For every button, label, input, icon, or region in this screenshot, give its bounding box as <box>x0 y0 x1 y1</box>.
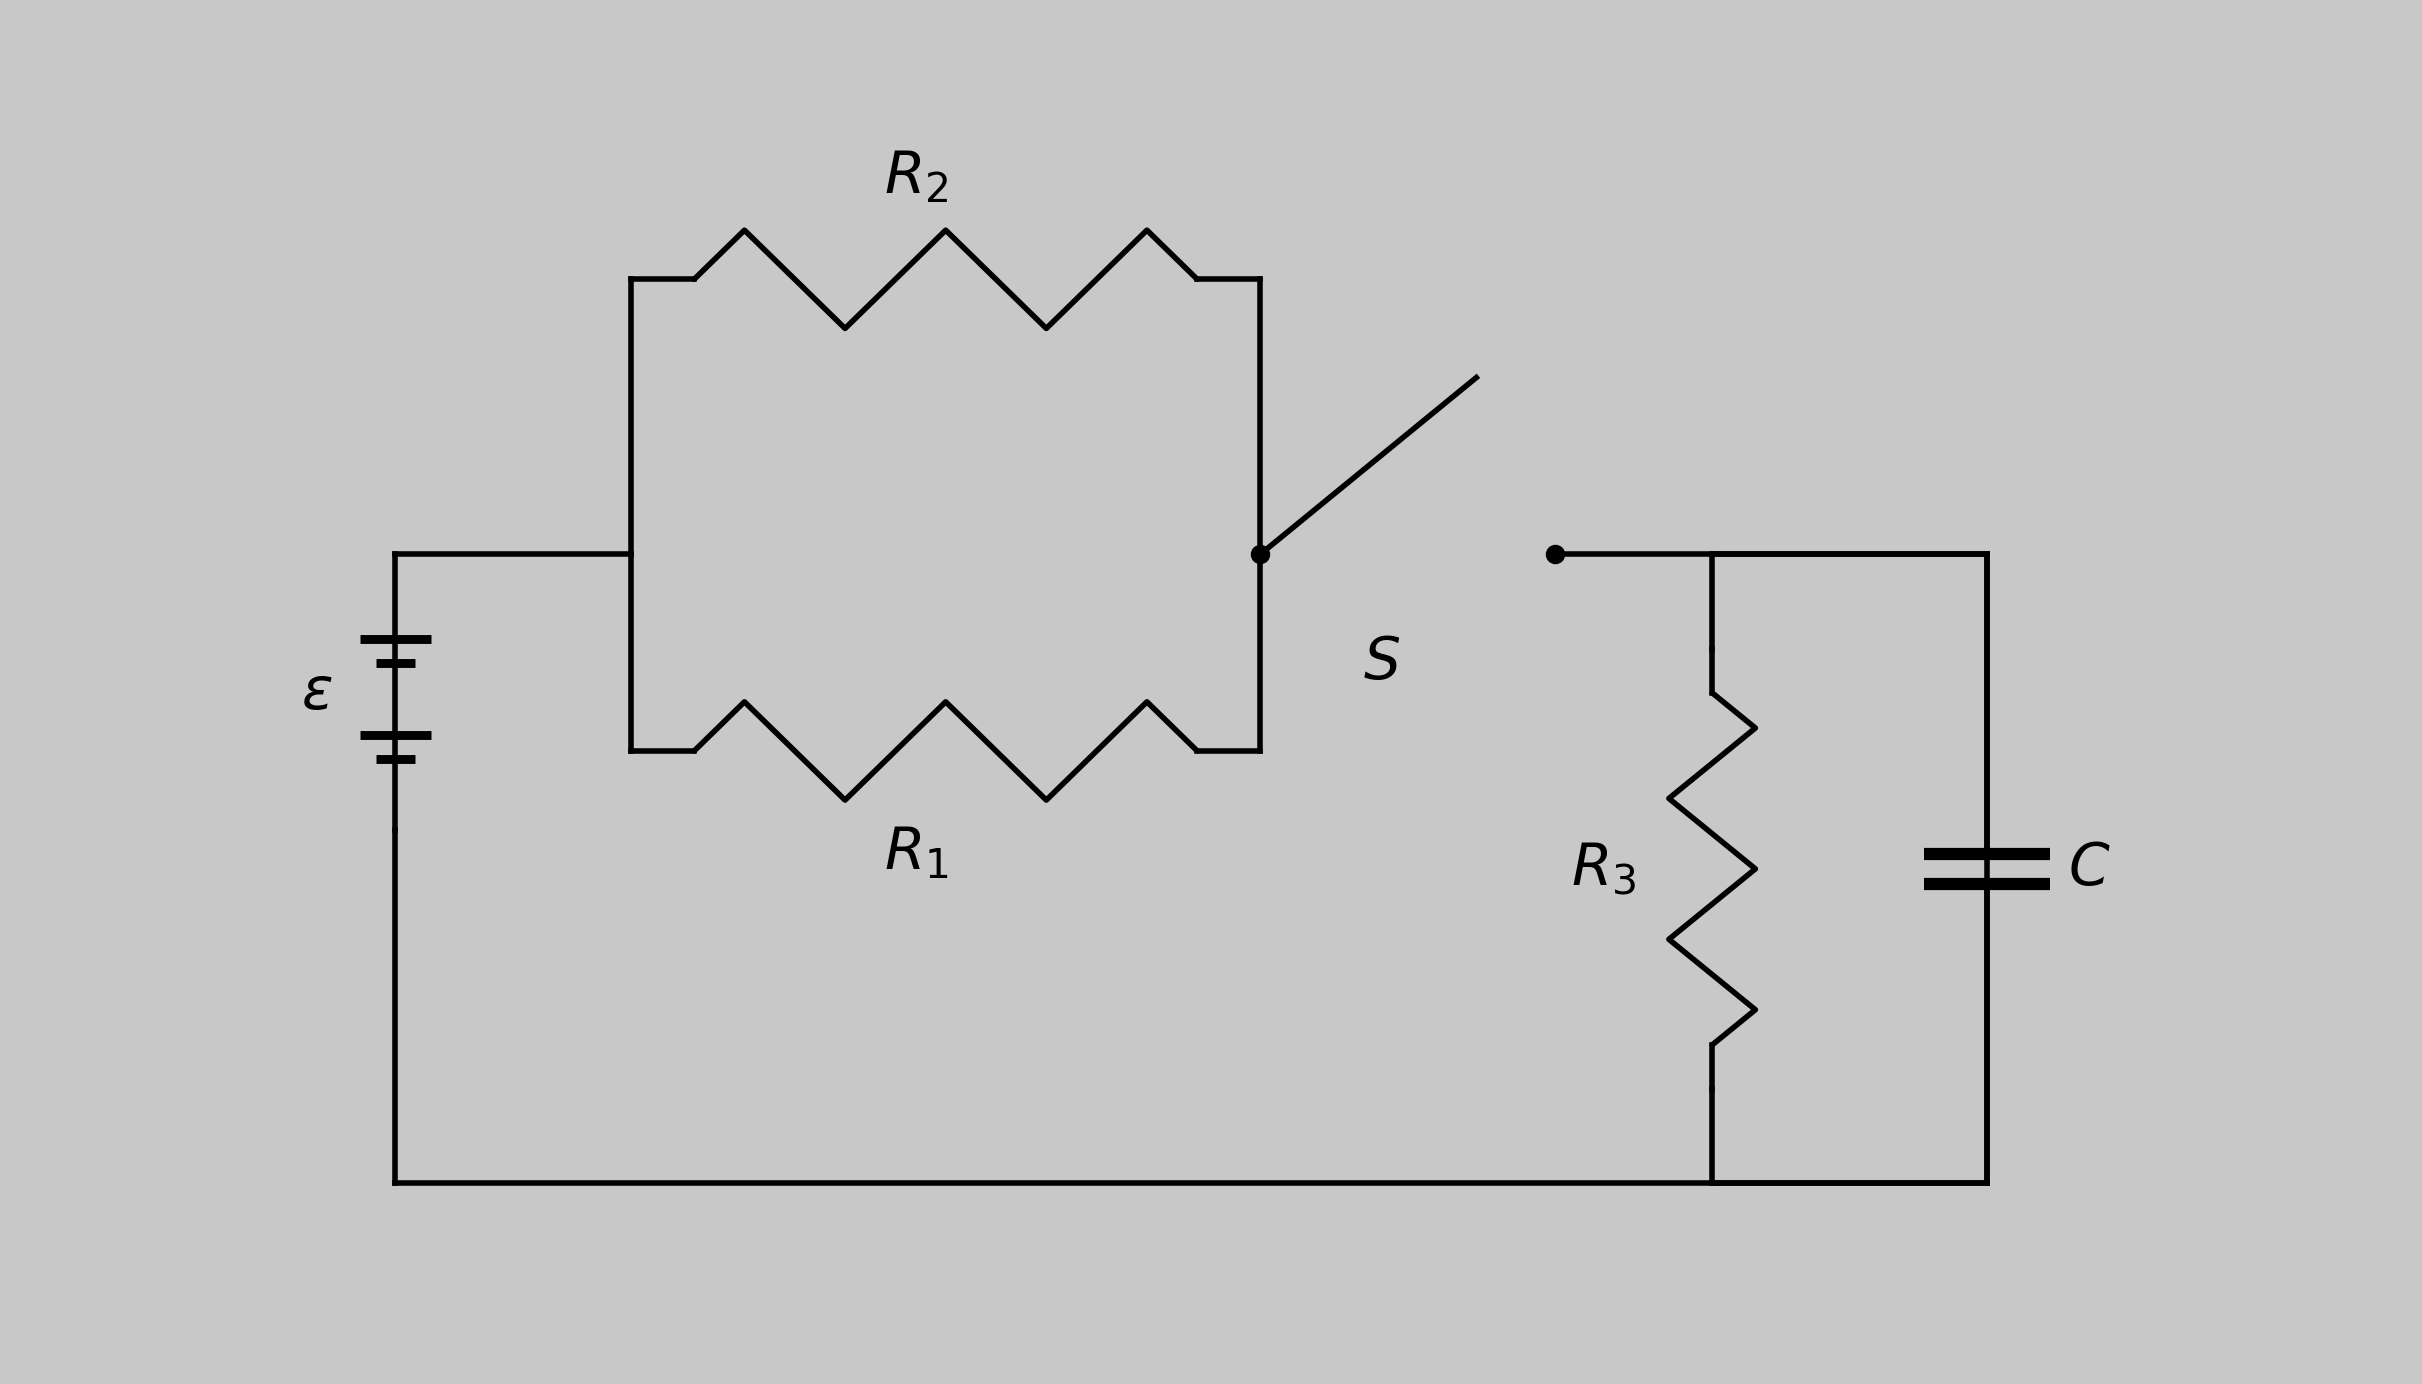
Text: $C$: $C$ <box>2068 840 2110 897</box>
Text: $\varepsilon$: $\varepsilon$ <box>300 663 332 721</box>
Text: $R_2$: $R_2$ <box>884 148 949 206</box>
Text: $R_3$: $R_3$ <box>1572 840 1637 897</box>
Text: $S$: $S$ <box>1364 634 1400 691</box>
Text: $R_1$: $R_1$ <box>884 825 949 882</box>
